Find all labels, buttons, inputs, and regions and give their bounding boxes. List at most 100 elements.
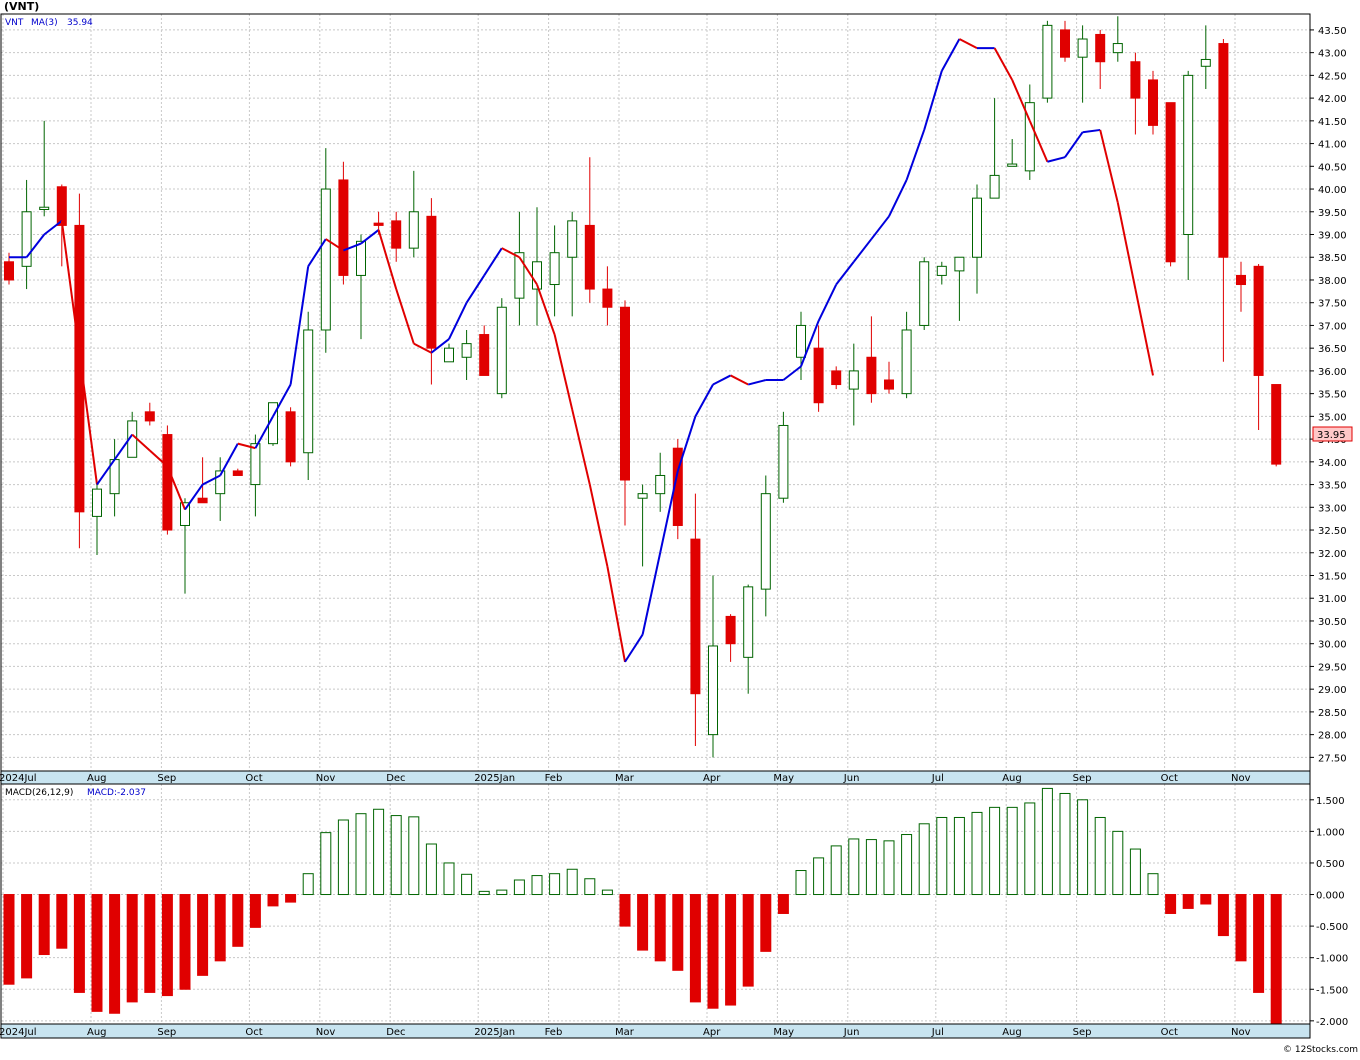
candle [602, 266, 613, 326]
ma3-segment [202, 474, 221, 486]
macd-bar [742, 894, 754, 987]
ma3-segment [870, 215, 890, 240]
macd-bar [1059, 792, 1071, 896]
ma3-segment [413, 342, 432, 354]
price-y-tick-label: 39.50 [1318, 208, 1347, 219]
price-y-axis: 27.50 28.00 28.50 29.00 29.50 30.00 30.50 31.00… [1310, 26, 1347, 764]
price-y-tick-label: 39.00 [1318, 231, 1347, 242]
candle [356, 234, 366, 340]
ma3-segment [588, 484, 609, 567]
macd-bar [619, 894, 631, 927]
legend-ticker: VNT [5, 18, 24, 28]
candle-body [848, 370, 859, 390]
macd-x-tick-label: 2025Jan [474, 1027, 515, 1038]
candle [1112, 16, 1123, 62]
price-y-tick-label: 43.00 [1318, 49, 1347, 60]
price-y-tick-label: 31.50 [1318, 571, 1347, 582]
macd-x-axis-strip [0, 1023, 1311, 1039]
candle [92, 484, 102, 556]
macd-y-tick-label: -1.500 [1316, 985, 1348, 996]
macd-bar [936, 816, 948, 896]
candle [708, 575, 718, 758]
macd-y-tick-label: -0.500 [1316, 922, 1348, 933]
candle [1236, 261, 1246, 312]
ma3-segment [60, 220, 81, 353]
candle-body [620, 306, 630, 481]
candle [1042, 20, 1053, 103]
macd-bar [1041, 787, 1053, 896]
macd-bar [513, 879, 525, 896]
macd-bar [1200, 894, 1212, 905]
price-y-tick-label: 38.00 [1318, 276, 1347, 287]
ma3-segment [360, 229, 380, 245]
candle-body [391, 220, 402, 249]
ma3-segment [430, 338, 450, 354]
candle [567, 211, 578, 317]
macd-bar [725, 894, 737, 1006]
ma3-segment [853, 238, 873, 263]
ma3-segment [747, 379, 767, 386]
candle-body [162, 434, 173, 531]
macd-x-tick-label: Aug [87, 1027, 107, 1038]
macd-x-tick-label: May [773, 1027, 794, 1038]
ma3-segment [1099, 129, 1119, 203]
candle-body [813, 347, 824, 404]
macd-y-tick-label: -1.000 [1316, 954, 1348, 965]
macd-bar [373, 808, 385, 896]
ma3-segment [993, 47, 1014, 81]
macd-bar [38, 894, 50, 956]
ma3-segment [624, 634, 644, 663]
candle-body [74, 224, 85, 513]
candle [197, 457, 208, 504]
price-x-tick-label: Feb [545, 773, 563, 784]
candle-body [919, 261, 930, 326]
macd-legend-label: MACD(26,12,9) [5, 788, 73, 798]
macd-y-axis: -2.000 -1.500 -1.000 -0.500 0.000 0.500 1.000 1… [1310, 796, 1348, 1028]
price-y-tick-label: 37.50 [1318, 299, 1347, 310]
candle-body [338, 179, 349, 276]
macd-bar [179, 894, 191, 990]
ma3-segment [958, 38, 978, 49]
price-y-tick-label: 33.00 [1318, 503, 1347, 514]
ma3-segment [553, 334, 574, 410]
candle [320, 148, 331, 353]
macd-bar [1270, 894, 1282, 1024]
ma3-segment [571, 409, 591, 485]
candle [1200, 25, 1211, 90]
macd-bar [865, 839, 877, 896]
macd-bar [654, 894, 666, 962]
price-x-axis: 2024Jul Aug Sep Oct Nov Dec 2025Jan Feb Mar Apr Ma… [0, 773, 1251, 784]
price-x-axis-strip [0, 770, 1311, 785]
macd-bar [302, 873, 314, 896]
candle [303, 311, 314, 481]
candle [215, 457, 226, 521]
ma3-segment [395, 288, 415, 344]
ma3-segment [307, 238, 327, 267]
macd-bar [1006, 806, 1018, 896]
macd-x-tick-label: Apr [703, 1027, 721, 1038]
candle-body [1095, 33, 1106, 63]
candle-body [778, 424, 789, 499]
price-y-tick-label: 29.50 [1318, 662, 1347, 673]
macd-bar [584, 878, 596, 896]
macd-bar [56, 894, 68, 949]
ma3-segment [518, 256, 538, 286]
macd-x-tick-label: Oct [1161, 1027, 1178, 1038]
candle-body [250, 443, 261, 486]
candle-body [972, 197, 982, 258]
macd-x-tick-label: Sep [1073, 1027, 1092, 1038]
macd-bar [478, 890, 490, 896]
ma3-segment [448, 302, 468, 340]
macd-bar [390, 815, 402, 896]
ma3-segment [694, 384, 714, 417]
macd-legend-value: MACD:-2.037 [87, 788, 146, 798]
ma3-segment [289, 266, 310, 385]
candle [725, 614, 736, 662]
candle-body [444, 347, 454, 363]
candle [1024, 84, 1035, 180]
candle [514, 211, 525, 326]
price-x-tick-label: Aug [87, 773, 107, 784]
macd-bar [161, 894, 173, 997]
ma3-segment [606, 566, 626, 663]
price-x-tick-label: Apr [703, 773, 721, 784]
